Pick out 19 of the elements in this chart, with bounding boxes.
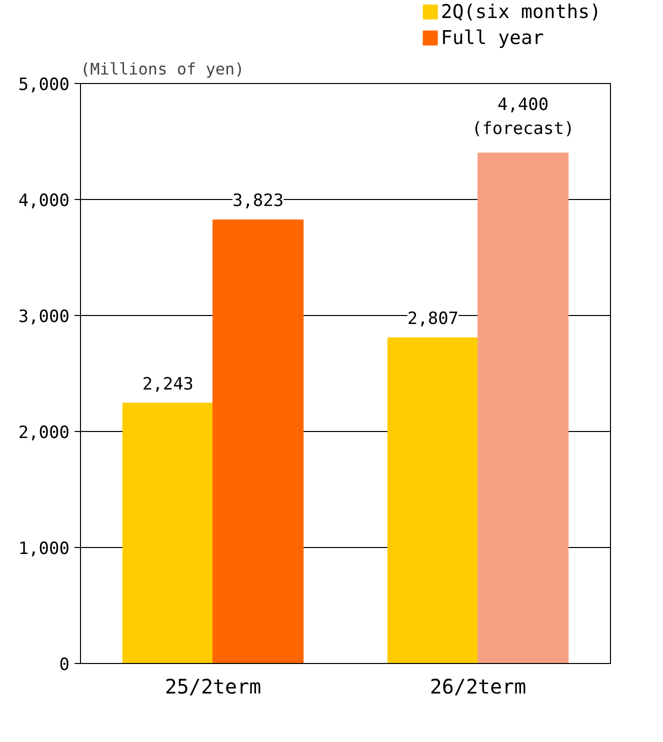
y-tick-label: 1,000 [18, 539, 70, 559]
data-label: 2,807 [407, 308, 459, 329]
y-tick-label: 0 [59, 655, 70, 675]
x-tick-label: 26/2term [430, 674, 526, 698]
data-label: 3,823 [232, 191, 284, 212]
y-tick-label: 2,000 [18, 423, 70, 443]
legend-label: 2Q(six months) [440, 0, 602, 23]
data-label: 2,243 [142, 374, 194, 394]
y-tick-label: 4,000 [18, 191, 70, 211]
x-tick-label: 25/2term [164, 674, 262, 698]
bar [212, 220, 304, 664]
bar [387, 337, 478, 664]
y-tick-label: 5,000 [18, 75, 70, 95]
y-tick-label: 3,000 [18, 307, 70, 327]
legend-label: Full year [440, 26, 544, 49]
bar [478, 152, 569, 664]
y-axis-title: (Millions of yen) [80, 60, 244, 78]
data-label: 4,400 (forecast) [472, 95, 574, 140]
bar [122, 402, 214, 664]
